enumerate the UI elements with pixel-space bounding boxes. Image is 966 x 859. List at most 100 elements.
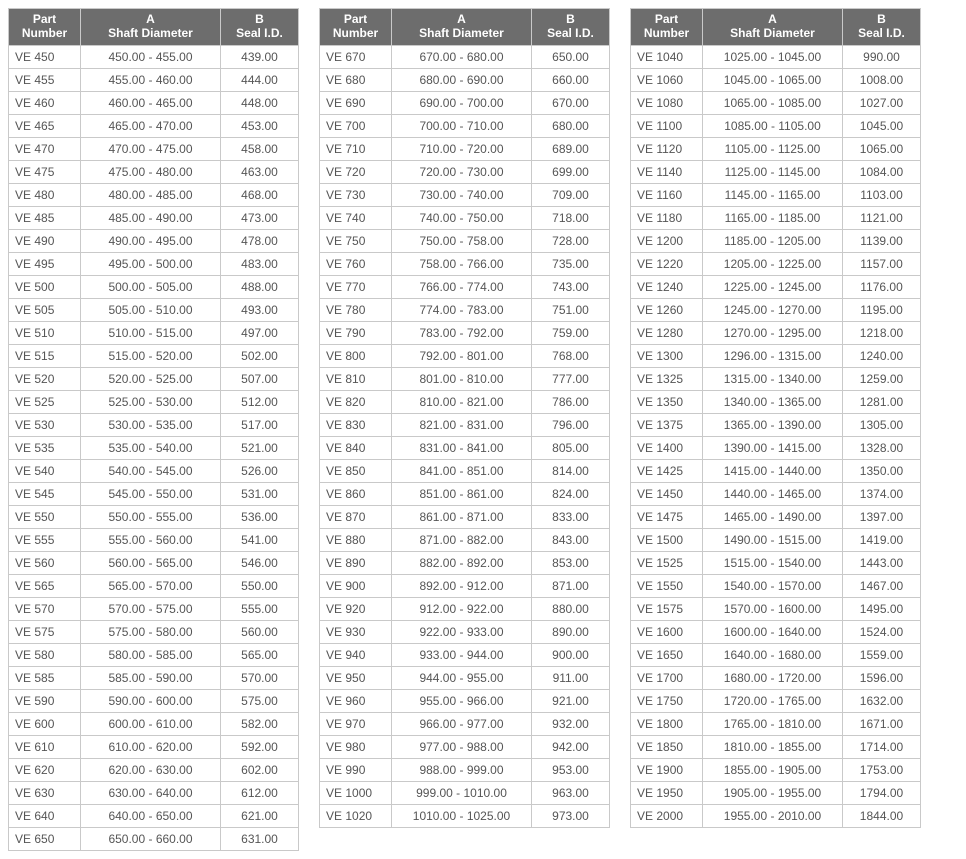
cell-part: VE 1100 xyxy=(631,114,703,137)
cell-diam: 801.00 - 810.00 xyxy=(392,367,532,390)
cell-diam: 1810.00 - 1855.00 xyxy=(703,735,843,758)
table-row: VE 850841.00 - 851.00814.00 xyxy=(320,459,610,482)
cell-diam: 1640.00 - 1680.00 xyxy=(703,643,843,666)
cell-part: VE 1375 xyxy=(631,413,703,436)
cell-diam: 1065.00 - 1085.00 xyxy=(703,91,843,114)
cell-seal: 709.00 xyxy=(532,183,610,206)
table-row: VE 720720.00 - 730.00699.00 xyxy=(320,160,610,183)
cell-part: VE 800 xyxy=(320,344,392,367)
table-row: VE 12001185.00 - 1205.001139.00 xyxy=(631,229,921,252)
cell-seal: 1045.00 xyxy=(843,114,921,137)
cell-seal: 1443.00 xyxy=(843,551,921,574)
table-row: VE 15001490.00 - 1515.001419.00 xyxy=(631,528,921,551)
col-header-diam-line2: Shaft Diameter xyxy=(108,26,193,40)
cell-diam: 783.00 - 792.00 xyxy=(392,321,532,344)
table-row: VE 630630.00 - 640.00612.00 xyxy=(9,781,299,804)
cell-diam: 650.00 - 660.00 xyxy=(81,827,221,850)
table-row: VE 610610.00 - 620.00592.00 xyxy=(9,735,299,758)
cell-diam: 831.00 - 841.00 xyxy=(392,436,532,459)
table-row: VE 12401225.00 - 1245.001176.00 xyxy=(631,275,921,298)
cell-diam: 922.00 - 933.00 xyxy=(392,620,532,643)
cell-diam: 1010.00 - 1025.00 xyxy=(392,804,532,827)
cell-diam: 851.00 - 861.00 xyxy=(392,482,532,505)
cell-seal: 1596.00 xyxy=(843,666,921,689)
cell-seal: 751.00 xyxy=(532,298,610,321)
cell-diam: 1315.00 - 1340.00 xyxy=(703,367,843,390)
cell-seal: 911.00 xyxy=(532,666,610,689)
table-row: VE 730730.00 - 740.00709.00 xyxy=(320,183,610,206)
cell-diam: 1165.00 - 1185.00 xyxy=(703,206,843,229)
cell-seal: 805.00 xyxy=(532,436,610,459)
cell-part: VE 1575 xyxy=(631,597,703,620)
cell-part: VE 780 xyxy=(320,298,392,321)
cell-part: VE 515 xyxy=(9,344,81,367)
table-row: VE 490490.00 - 495.00478.00 xyxy=(9,229,299,252)
cell-seal: 777.00 xyxy=(532,367,610,390)
cell-diam: 944.00 - 955.00 xyxy=(392,666,532,689)
cell-diam: 1270.00 - 1295.00 xyxy=(703,321,843,344)
cell-part: VE 460 xyxy=(9,91,81,114)
table-row: VE 680680.00 - 690.00660.00 xyxy=(320,68,610,91)
cell-part: VE 1700 xyxy=(631,666,703,689)
cell-seal: 1008.00 xyxy=(843,68,921,91)
cell-diam: 520.00 - 525.00 xyxy=(81,367,221,390)
cell-seal: 786.00 xyxy=(532,390,610,413)
table-row: VE 15251515.00 - 1540.001443.00 xyxy=(631,551,921,574)
cell-part: VE 890 xyxy=(320,551,392,574)
cell-diam: 1145.00 - 1165.00 xyxy=(703,183,843,206)
table-row: VE 10801065.00 - 1085.001027.00 xyxy=(631,91,921,114)
cell-part: VE 1525 xyxy=(631,551,703,574)
cell-part: VE 555 xyxy=(9,528,81,551)
col-header-seal: BSeal I.D. xyxy=(532,9,610,46)
col-header-part-line1: Part xyxy=(655,12,678,26)
col-header-seal-line1: B xyxy=(566,12,575,26)
table-row: VE 12801270.00 - 1295.001218.00 xyxy=(631,321,921,344)
table-row: VE 14501440.00 - 1465.001374.00 xyxy=(631,482,921,505)
cell-diam: 1440.00 - 1465.00 xyxy=(703,482,843,505)
cell-seal: 1714.00 xyxy=(843,735,921,758)
col-header-part-line1: Part xyxy=(33,12,56,26)
cell-seal: 507.00 xyxy=(221,367,299,390)
cell-diam: 590.00 - 600.00 xyxy=(81,689,221,712)
table-row: VE 10401025.00 - 1045.00990.00 xyxy=(631,45,921,68)
cell-seal: 521.00 xyxy=(221,436,299,459)
cell-seal: 531.00 xyxy=(221,482,299,505)
cell-part: VE 930 xyxy=(320,620,392,643)
table-row: VE 550550.00 - 555.00536.00 xyxy=(9,505,299,528)
cell-part: VE 1350 xyxy=(631,390,703,413)
cell-diam: 861.00 - 871.00 xyxy=(392,505,532,528)
cell-part: VE 980 xyxy=(320,735,392,758)
cell-seal: 497.00 xyxy=(221,321,299,344)
table-row: VE 460460.00 - 465.00448.00 xyxy=(9,91,299,114)
cell-diam: 792.00 - 801.00 xyxy=(392,344,532,367)
cell-diam: 988.00 - 999.00 xyxy=(392,758,532,781)
cell-diam: 1600.00 - 1640.00 xyxy=(703,620,843,643)
cell-seal: 458.00 xyxy=(221,137,299,160)
table-row: VE 570570.00 - 575.00555.00 xyxy=(9,597,299,620)
cell-diam: 450.00 - 455.00 xyxy=(81,45,221,68)
cell-seal: 890.00 xyxy=(532,620,610,643)
cell-diam: 1185.00 - 1205.00 xyxy=(703,229,843,252)
cell-diam: 480.00 - 485.00 xyxy=(81,183,221,206)
cell-part: VE 640 xyxy=(9,804,81,827)
cell-diam: 766.00 - 774.00 xyxy=(392,275,532,298)
cell-part: VE 1550 xyxy=(631,574,703,597)
cell-part: VE 510 xyxy=(9,321,81,344)
cell-seal: 1397.00 xyxy=(843,505,921,528)
cell-part: VE 730 xyxy=(320,183,392,206)
cell-seal: 1467.00 xyxy=(843,574,921,597)
cell-diam: 585.00 - 590.00 xyxy=(81,666,221,689)
cell-seal: 728.00 xyxy=(532,229,610,252)
table-row: VE 640640.00 - 650.00621.00 xyxy=(9,804,299,827)
cell-seal: 689.00 xyxy=(532,137,610,160)
cell-part: VE 2000 xyxy=(631,804,703,827)
cell-diam: 750.00 - 758.00 xyxy=(392,229,532,252)
cell-seal: 1305.00 xyxy=(843,413,921,436)
cell-part: VE 590 xyxy=(9,689,81,712)
table-row: VE 860851.00 - 861.00824.00 xyxy=(320,482,610,505)
table-row: VE 790783.00 - 792.00759.00 xyxy=(320,321,610,344)
table-row: VE 500500.00 - 505.00488.00 xyxy=(9,275,299,298)
table-row: VE 14251415.00 - 1440.001350.00 xyxy=(631,459,921,482)
cell-seal: 796.00 xyxy=(532,413,610,436)
col-header-diam: AShaft Diameter xyxy=(392,9,532,46)
